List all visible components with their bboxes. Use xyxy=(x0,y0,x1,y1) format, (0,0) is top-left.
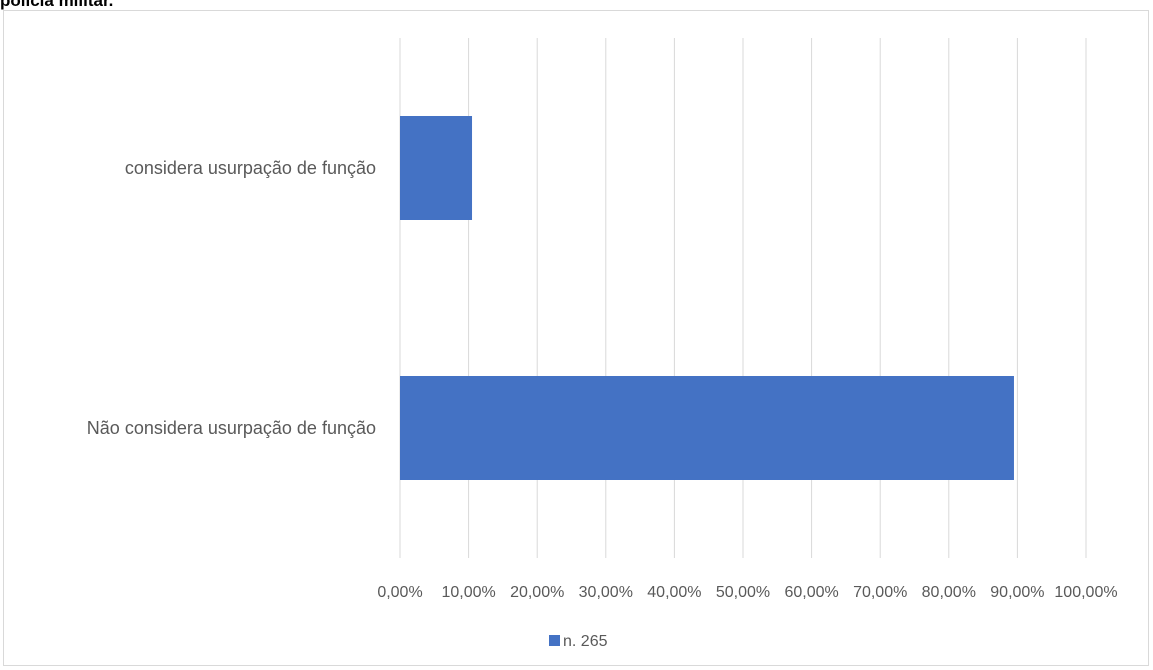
legend-swatch xyxy=(549,635,560,646)
x-tick-label: 70,00% xyxy=(853,584,907,601)
x-tick-label: 60,00% xyxy=(784,584,838,601)
x-tick-label: 10,00% xyxy=(441,584,495,601)
bars xyxy=(400,116,1014,480)
x-tick-label: 100,00% xyxy=(1054,584,1117,601)
x-tick-labels: 0,00% 10,00% 20,00% 30,00% 40,00% 50,00% 60,00… xyxy=(377,584,1117,601)
bar xyxy=(400,116,473,220)
bar xyxy=(400,376,1014,480)
x-tick-label: 50,00% xyxy=(716,584,770,601)
category-label: Não considera usurpação de função xyxy=(87,418,376,438)
legend: n. 265 xyxy=(549,633,608,650)
x-tick-label: 0,00% xyxy=(377,584,422,601)
category-labels: considera usurpação de função Não conside… xyxy=(87,158,376,438)
figure-caption-title: polícia militar. xyxy=(0,0,114,10)
x-tick-label: 20,00% xyxy=(510,584,564,601)
legend-label: n. 265 xyxy=(563,633,608,650)
x-tick-label: 80,00% xyxy=(922,584,976,601)
category-label: considera usurpação de função xyxy=(125,158,376,178)
x-tick-label: 30,00% xyxy=(579,584,633,601)
x-tick-label: 40,00% xyxy=(647,584,701,601)
x-tick-label: 90,00% xyxy=(990,584,1044,601)
chart-area xyxy=(3,10,1149,666)
